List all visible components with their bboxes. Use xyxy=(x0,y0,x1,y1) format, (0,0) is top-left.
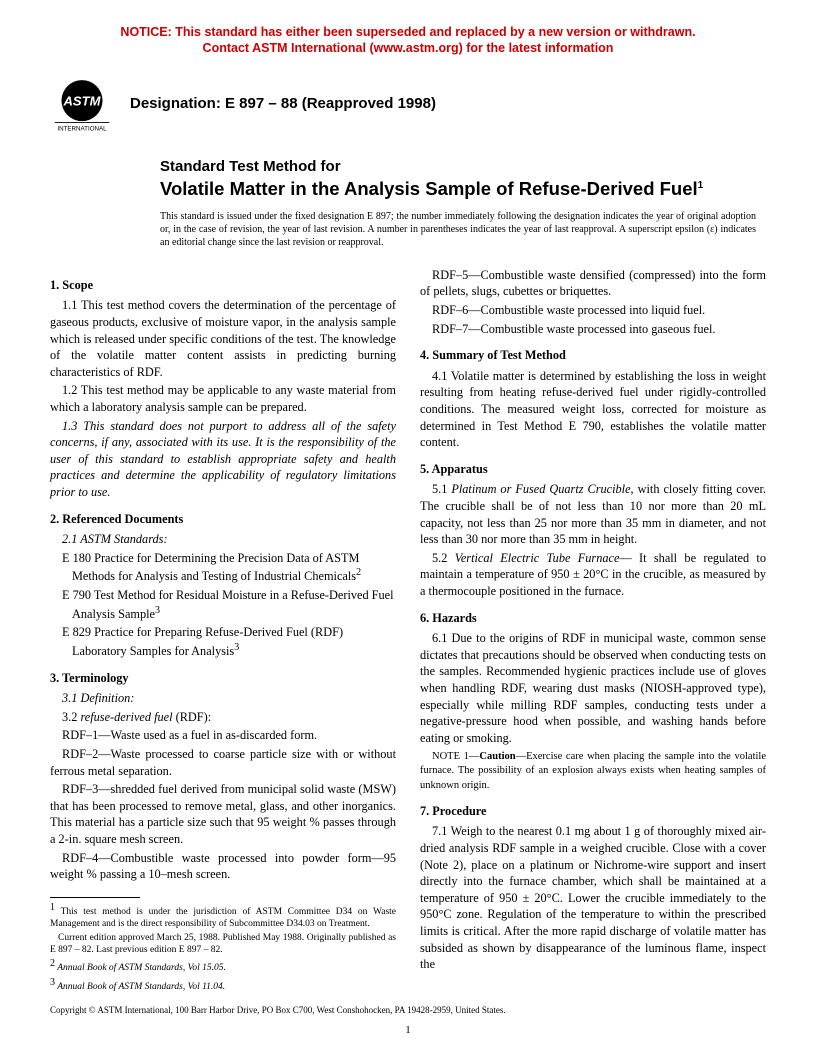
footnote-2: 2 Annual Book of ASTM Standards, Vol 15.… xyxy=(50,958,396,975)
title-main: Volatile Matter in the Analysis Sample o… xyxy=(160,177,756,200)
ref-e180: E 180 Practice for Determining the Preci… xyxy=(50,550,396,585)
hazards-heading: 6. Hazards xyxy=(420,610,766,627)
scope-1-1: 1.1 This test method covers the determin… xyxy=(50,297,396,380)
term-def: 3.1 Definition: xyxy=(50,690,396,707)
ref-e829: E 829 Practice for Preparing Refuse-Deri… xyxy=(50,624,396,659)
summary-4-1: 4.1 Volatile matter is determined by est… xyxy=(420,368,766,451)
scope-heading: 1. Scope xyxy=(50,277,396,294)
footnote-rule xyxy=(50,897,140,898)
footnote-1: 1 This test method is under the jurisdic… xyxy=(50,902,396,931)
rdf-2: RDF–2—Waste processed to coarse particle… xyxy=(50,746,396,779)
designation: Designation: E 897 – 88 (Reapproved 1998… xyxy=(130,94,436,114)
apparatus-5-1: 5.1 Platinum or Fused Quartz Crucible, w… xyxy=(420,481,766,547)
scope-1-3: 1.3 This standard does not purport to ad… xyxy=(50,418,396,501)
title-block: Standard Test Method for Volatile Matter… xyxy=(160,157,756,200)
apparatus-5-2: 5.2 Vertical Electric Tube Furnace— It s… xyxy=(420,550,766,600)
page-number: 1 xyxy=(0,1023,816,1038)
svg-text:INTERNATIONAL: INTERNATIONAL xyxy=(57,125,107,132)
notice-line1: NOTICE: This standard has either been su… xyxy=(120,25,695,39)
terminology-heading: 3. Terminology xyxy=(50,670,396,687)
header-row: ASTM INTERNATIONAL Designation: E 897 – … xyxy=(0,65,816,139)
apparatus-heading: 5. Apparatus xyxy=(420,461,766,478)
refdocs-heading: 2. Referenced Documents xyxy=(50,511,396,528)
copyright: Copyright © ASTM International, 100 Barr… xyxy=(50,1004,506,1016)
summary-heading: 4. Summary of Test Method xyxy=(420,347,766,364)
term-rdf: 3.2 refuse-derived fuel (RDF): xyxy=(50,709,396,726)
rdf-3: RDF–3—shredded fuel derived from municip… xyxy=(50,781,396,847)
ref-e790: E 790 Test Method for Residual Moisture … xyxy=(50,587,396,622)
svg-text:ASTM: ASTM xyxy=(63,93,102,108)
notice-line2: Contact ASTM International (www.astm.org… xyxy=(203,41,614,55)
rdf-7: RDF–7—Combustible waste processed into g… xyxy=(420,321,766,338)
scope-1-2: 1.2 This test method may be applicable t… xyxy=(50,382,396,415)
footnote-3: 3 Annual Book of ASTM Standards, Vol 11.… xyxy=(50,977,396,994)
refdocs-sub: 2.1 ASTM Standards: xyxy=(50,531,396,548)
procedure-7-1: 7.1 Weigh to the nearest 0.1 mg about 1 … xyxy=(420,823,766,972)
rdf-1: RDF–1—Waste used as a fuel in as-discard… xyxy=(50,727,396,744)
rdf-4: RDF–4—Combustible waste processed into p… xyxy=(50,850,396,883)
footnote-1b: Current edition approved March 25, 1988.… xyxy=(50,933,396,957)
procedure-heading: 7. Procedure xyxy=(420,803,766,820)
rdf-6: RDF–6—Combustible waste processed into l… xyxy=(420,302,766,319)
standard-blurb: This standard is issued under the fixed … xyxy=(160,210,756,249)
hazards-note: NOTE 1—Caution—Exercise care when placin… xyxy=(420,750,766,793)
hazards-6-1: 6.1 Due to the origins of RDF in municip… xyxy=(420,630,766,746)
astm-logo: ASTM INTERNATIONAL xyxy=(50,77,114,133)
title-prefix: Standard Test Method for xyxy=(160,157,756,177)
rdf-5: RDF–5—Combustible waste densified (compr… xyxy=(420,267,766,300)
body-columns: 1. Scope 1.1 This test method covers the… xyxy=(50,267,766,997)
notice-banner: NOTICE: This standard has either been su… xyxy=(0,0,816,65)
